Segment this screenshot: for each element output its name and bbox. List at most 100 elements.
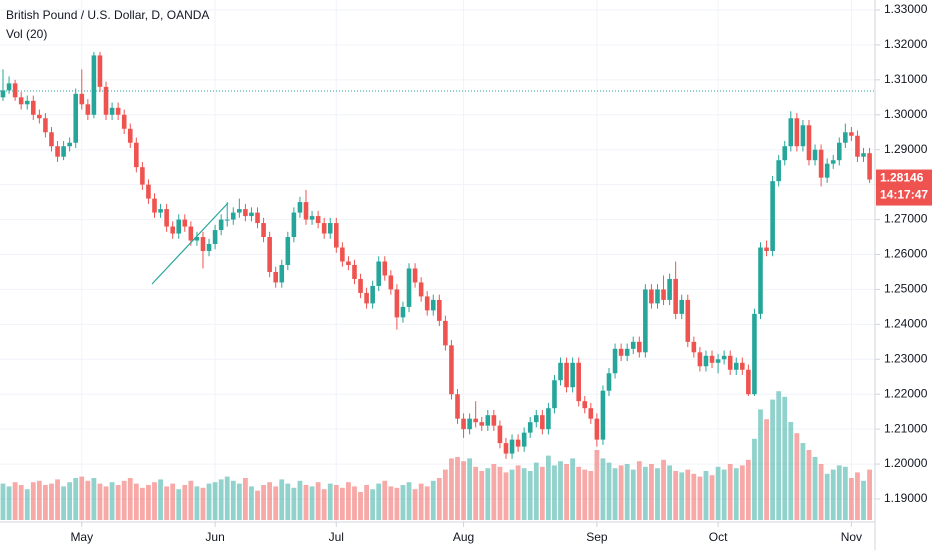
volume-bar [158,479,163,520]
y-tick-label: 1.26000 [884,247,928,261]
volume-bar [188,480,194,520]
candle-body [127,128,133,143]
volume-bar [636,461,642,520]
candle-body [237,209,242,213]
volume-bar [218,479,224,520]
candle-body [867,153,872,180]
volume-bar [36,480,42,520]
y-tick-label: 1.32000 [884,37,928,51]
candle-body [37,114,42,119]
volume-bar [830,469,836,520]
candle-body [630,341,636,349]
candle-body [194,237,200,241]
x-tick-label: Oct [709,530,728,544]
volume-bar [109,482,115,520]
volume-bar [115,485,121,520]
volume-bar [358,492,363,520]
x-tick-label: Aug [453,530,474,544]
volume-bar [30,482,36,520]
volume-bar [291,487,297,520]
volume-title: Vol (20) [6,27,47,41]
volume-bar [533,462,539,520]
volume-bar [582,469,588,520]
volume-bar [273,486,279,520]
candle-body [121,114,127,129]
volume-bar [515,465,521,520]
candle-body [594,418,600,440]
candles [0,51,875,459]
candle-body [243,209,248,217]
candle-body [685,299,691,342]
volume-bar [739,465,745,520]
volume-bar [503,472,509,520]
candle-body [667,278,672,300]
candle-body [733,362,739,370]
volume-bar [630,469,636,520]
candle-body [673,278,678,314]
candle-body [188,226,194,241]
candle-body [279,264,285,283]
candle-body [612,348,618,374]
candle-body [164,209,169,227]
volume-bar [624,464,630,520]
volume-bar [764,419,769,520]
candle-body [394,289,400,318]
candle-body [461,418,466,430]
candle-body [134,142,139,168]
candle-body [836,142,842,161]
candle-body [285,237,291,265]
candle-body [437,299,442,321]
volume-bar [855,472,860,520]
candle-body [321,223,327,234]
volume-bar [521,468,527,520]
volume-bar [164,486,170,520]
volume-bar [727,464,733,520]
y-tick-label: 1.30000 [884,107,928,121]
volume-bar [73,478,79,520]
volume-bar [782,396,788,520]
volume-bar [127,478,133,520]
x-tick-label: Jul [329,530,344,544]
candle-body [206,244,212,252]
volume-bar [418,483,424,520]
candle-body [782,146,788,161]
candle-body [703,355,709,367]
volume-bar [412,489,418,520]
volume-bar [861,480,866,520]
candle-body [97,55,103,87]
volume-bar [230,480,236,520]
x-tick-label: May [70,530,93,544]
candle-body [6,83,12,91]
candle-body [564,362,569,388]
candle-body [267,237,272,272]
candle-body [679,299,685,314]
volume-bar [18,485,24,520]
candle-body [606,373,612,391]
y-tick-label: 1.33000 [884,2,928,16]
candle-body [55,146,60,157]
x-tick-label: Nov [841,530,862,544]
candle-body [479,422,485,426]
volume-bar [436,478,442,520]
volume-bar [152,482,157,520]
volume-bar [376,483,382,520]
volume-bar [352,486,357,520]
candle-body [327,223,333,234]
volume-bar [370,489,376,520]
volume-bar [752,438,757,520]
volume-bar [509,469,515,520]
volume-bar [539,466,545,520]
candle-body [261,223,266,238]
candle-body [212,230,218,245]
volume-bar [243,478,248,520]
candle-body [467,418,472,430]
candle-body [758,247,763,314]
candle-body [273,271,278,283]
volume-bar [139,487,145,520]
candle-body [200,237,206,252]
candle-body [79,93,85,105]
candle-body [546,408,551,430]
candle-body [800,125,806,147]
candle-body [570,362,575,388]
candle-body [91,55,97,115]
